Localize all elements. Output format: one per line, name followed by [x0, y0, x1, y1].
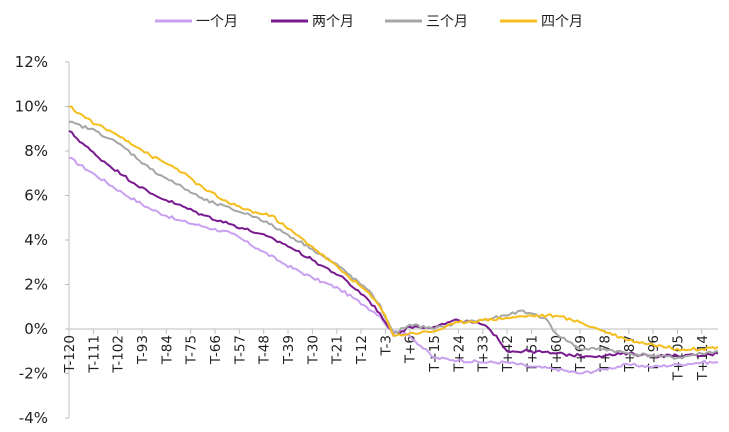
y-tick-label: -2% [19, 365, 48, 383]
x-tick-label: T-39 [281, 335, 297, 365]
x-tick-label: T+6 [403, 335, 419, 364]
y-tick-label: 10% [15, 98, 48, 116]
x-tick-label: T+33 [476, 335, 492, 373]
legend: 一个月 两个月 三个月 四个月 [155, 14, 583, 30]
x-tick-label: T-102 [111, 335, 127, 374]
x-tick-label: T-57 [232, 335, 248, 365]
x-tick-label: T-84 [159, 335, 175, 365]
x-tick-label: T+51 [524, 335, 540, 373]
series-layer [68, 105, 719, 375]
x-tick-label: T-120 [62, 335, 78, 374]
x-tick-label: T+42 [500, 335, 516, 373]
x-tick-label: T+69 [573, 335, 589, 373]
y-tick-label: 0% [24, 320, 48, 338]
x-tick-label: T-48 [257, 335, 273, 365]
series-line-3 [68, 120, 719, 360]
x-tick-label: T-12 [354, 335, 370, 365]
y-axis: 12% 10% 8% 6% 4% 2% 0% -2% -4% [15, 53, 70, 427]
x-tick-label: T+24 [451, 335, 467, 373]
legend-label-3: 三个月 [426, 14, 468, 30]
legend-label-4: 四个月 [541, 14, 583, 30]
y-tick-label: 8% [24, 142, 48, 160]
x-tick-label: T-30 [305, 335, 321, 365]
series-line-2 [68, 130, 719, 359]
x-tick-label: T-3 [378, 335, 394, 356]
x-tick-label: T+15 [427, 335, 443, 373]
x-tick-label: T-111 [86, 335, 102, 374]
legend-label-2: 两个月 [312, 14, 354, 30]
series-line-4 [68, 105, 719, 352]
x-tick-label: T-75 [184, 335, 200, 365]
legend-label-1: 一个月 [196, 14, 238, 30]
x-tick-label: T+114 [695, 335, 711, 381]
x-tick-label: T-93 [135, 335, 151, 365]
y-tick-label: 12% [15, 53, 48, 71]
x-tick-label: T+78 [597, 335, 613, 373]
y-tick-label: 6% [24, 187, 48, 205]
x-tick-label: T-21 [330, 335, 346, 365]
y-tick-label: 2% [24, 276, 48, 294]
y-tick-label: -4% [19, 409, 48, 427]
x-axis: T-120 T-111 T-102 T-93 T-84 T-75 T-66 T-57 T-48 T… [62, 328, 718, 381]
y-tick-label: 4% [24, 231, 48, 249]
x-tick-label: T-66 [208, 335, 224, 365]
